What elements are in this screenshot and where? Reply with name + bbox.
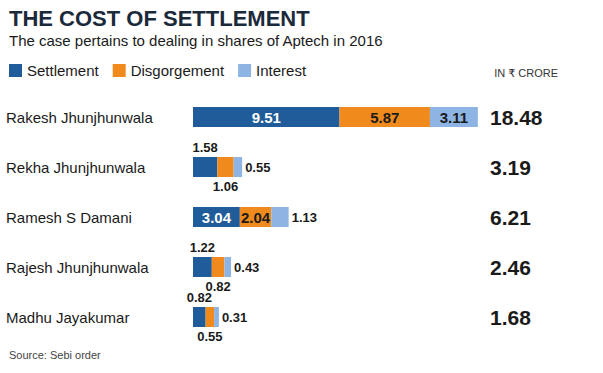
- svg-text:9.51: 9.51: [252, 109, 281, 126]
- svg-text:Rekha Jhunjhunwala: Rekha Jhunjhunwala: [6, 159, 146, 176]
- svg-text:Interest: Interest: [256, 62, 307, 79]
- svg-text:Madhu Jayakumar: Madhu Jayakumar: [6, 309, 129, 326]
- svg-text:0.82: 0.82: [186, 290, 212, 305]
- svg-text:3.19: 3.19: [490, 156, 531, 179]
- svg-text:1.68: 1.68: [490, 306, 531, 329]
- svg-text:2.46: 2.46: [490, 256, 531, 279]
- svg-text:0.31: 0.31: [222, 310, 247, 325]
- svg-text:0.55: 0.55: [197, 329, 222, 344]
- svg-text:Source: Sebi order: Source: Sebi order: [9, 349, 101, 361]
- svg-text:IN ₹ CRORE: IN ₹ CRORE: [494, 67, 558, 79]
- svg-text:Settlement: Settlement: [27, 62, 100, 79]
- svg-text:The case pertains to dealing i: The case pertains to dealing in shares o…: [9, 32, 383, 49]
- svg-text:Disgorgement: Disgorgement: [131, 62, 225, 79]
- svg-text:1.58: 1.58: [193, 140, 218, 155]
- svg-text:THE COST OF SETTLEMENT: THE COST OF SETTLEMENT: [9, 6, 310, 31]
- svg-text:1.13: 1.13: [292, 210, 317, 225]
- svg-text:Rakesh Jhunjhunwala: Rakesh Jhunjhunwala: [6, 109, 153, 126]
- svg-text:1.06: 1.06: [213, 179, 238, 194]
- svg-text:0.82: 0.82: [205, 279, 230, 294]
- svg-text:0.55: 0.55: [245, 160, 270, 175]
- svg-text:18.48: 18.48: [490, 106, 543, 129]
- svg-text:2.04: 2.04: [241, 209, 271, 226]
- svg-text:1.22: 1.22: [190, 240, 215, 255]
- svg-text:5.87: 5.87: [370, 109, 399, 126]
- svg-text:Ramesh S Damani: Ramesh S Damani: [6, 209, 132, 226]
- svg-text:0.43: 0.43: [234, 260, 259, 275]
- svg-text:Rajesh Jhunjhunwala: Rajesh Jhunjhunwala: [6, 259, 149, 276]
- svg-text:3.04: 3.04: [202, 209, 232, 226]
- svg-text:3.11: 3.11: [440, 109, 468, 126]
- svg-text:6.21: 6.21: [490, 206, 531, 229]
